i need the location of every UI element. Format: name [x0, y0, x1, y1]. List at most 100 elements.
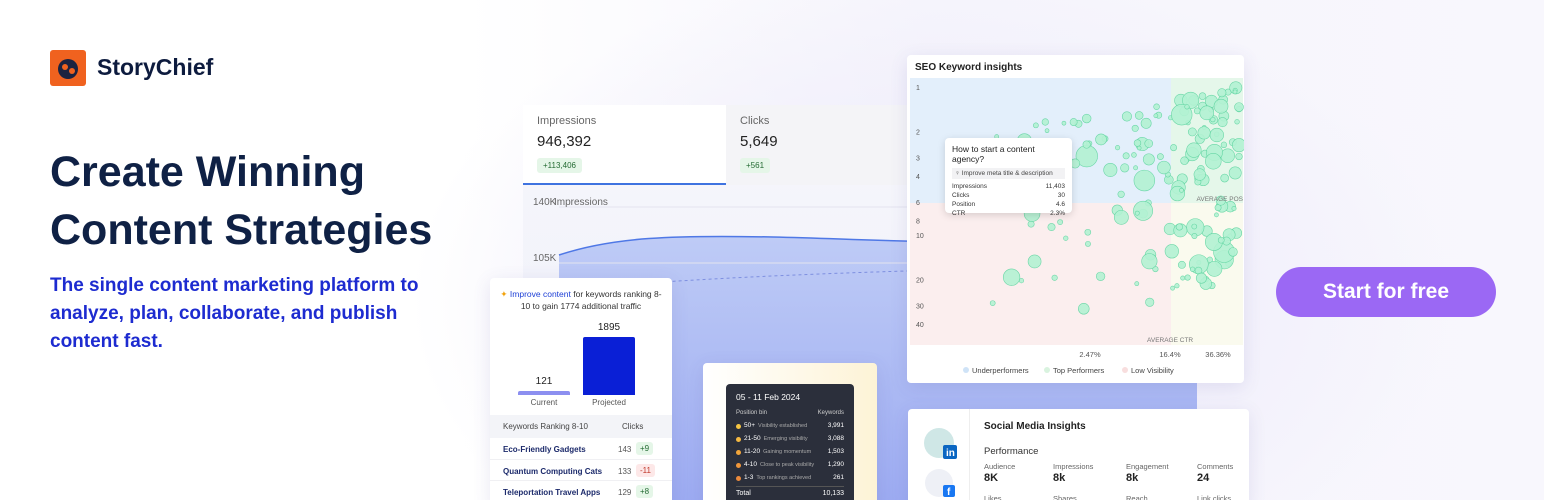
pos-header: Position bin [736, 410, 768, 416]
keyword-bubble [1134, 281, 1140, 287]
keyword-bubble [1189, 266, 1196, 272]
social-section: Performance [984, 446, 1039, 457]
pos-value: 3,991 [827, 422, 844, 429]
stat-label: Impressions [1053, 462, 1094, 471]
keyword-bubble [1027, 220, 1035, 228]
position-card: 05 - 11 Feb 2024 Position bin Keywords 50+ V… [703, 363, 877, 500]
pos-desc: Gaining momentum [763, 449, 812, 455]
legend-dot [1044, 367, 1050, 373]
keyword-bubble [1121, 111, 1132, 122]
stat-label: Likes [984, 494, 1002, 500]
keyword-table: Keywords Ranking 8-10 Clicks Eco-Friendly … [490, 415, 672, 500]
metric-label: Impressions [537, 115, 597, 127]
y-label: 105K [533, 253, 557, 264]
x-tick-label: 16.4% [1159, 350, 1181, 359]
keyword-bubble [1170, 285, 1175, 291]
tooltip-value: 11,403 [1045, 183, 1065, 190]
stat-value: 8k [1053, 472, 1066, 484]
keyword-bubble [1234, 102, 1244, 112]
keyword-bubble [1164, 244, 1179, 259]
keyword-bubble [1095, 271, 1106, 281]
tooltip-row: Impressions 11,403 [952, 182, 1065, 191]
y-tick-label: 20 [916, 277, 924, 284]
pos-row-label: 50+ Visibility established [744, 422, 807, 429]
keyword-bubble [989, 300, 996, 307]
y-tick-label: 6 [916, 200, 920, 207]
stat-label: Link clicks [1197, 494, 1232, 500]
y-tick-label: 8 [916, 219, 920, 226]
y-tick-label: 10 [916, 233, 924, 240]
keyword-bubble [1133, 200, 1154, 221]
scatter-plot: 1 2 3 4 6 8 10 20 30 40 2.47% 16.4% 36.36% AVERAGE PO… [910, 78, 1244, 375]
keyword-bubble [1047, 223, 1056, 232]
keyword-bubble [1133, 169, 1156, 192]
keyword-bubble [1187, 127, 1197, 137]
improve-link[interactable]: Improve content [509, 289, 571, 299]
keyword-bubble [1002, 268, 1021, 286]
y-tick-label: 2 [916, 130, 920, 137]
keyword-bubble [1095, 133, 1107, 146]
pos-dot [736, 424, 741, 429]
keyword-bubble [1077, 303, 1090, 315]
keyword-bubble [1171, 104, 1193, 126]
keyword-bubble [1082, 140, 1091, 149]
keyword-bubble [1131, 124, 1139, 132]
legend-dot [1122, 367, 1128, 373]
keyword-bubble [1120, 163, 1130, 173]
avg-pos-label: AVERAGE POS [1197, 196, 1244, 203]
cta-button[interactable]: Start for free [1276, 267, 1496, 317]
logo-icon [50, 50, 86, 86]
keyword-bubble [1145, 297, 1155, 307]
tooltip-row: CTR 2.3% [952, 209, 1065, 218]
legend-label: Low Visibility [1131, 366, 1174, 375]
keyword-bubble [1057, 219, 1064, 225]
x-tick-label: 36.36% [1205, 350, 1231, 359]
metric-delta: +561 [740, 158, 771, 173]
pos-row-label: 1-3 Top rankings achieved [744, 474, 811, 481]
keyword-bubble [1170, 144, 1178, 152]
pos-desc: Top rankings achieved [756, 475, 812, 481]
x-tick-label: 2.47% [1079, 350, 1101, 359]
table-row: Eco-Friendly Gadgets 143 +9 [490, 438, 672, 460]
y-tick-label: 3 [916, 156, 920, 163]
stat-value: 8k [1126, 472, 1139, 484]
keyword-bubble [1220, 141, 1228, 148]
svg-text:f: f [947, 487, 951, 498]
keyword-bubble [1213, 98, 1229, 114]
table-header: Keywords Ranking 8-10 Clicks [490, 415, 672, 438]
pos-dot [736, 437, 741, 442]
pos-desc: Visibility established [758, 423, 808, 429]
pos-dot [736, 450, 741, 455]
keyword-bubble [1133, 165, 1139, 171]
keyword-bubble [1113, 209, 1129, 225]
pos-desc: Close to peak visibility [760, 462, 815, 468]
pos-bin: 11-20 [744, 448, 761, 455]
keyword: Teleportation Travel Apps [503, 488, 601, 497]
bar [518, 391, 570, 395]
pos-total-label: Total [736, 490, 751, 497]
keyword-bubble [1186, 142, 1202, 158]
keyword-bubble [1235, 152, 1243, 161]
keyword-bubble [1115, 145, 1121, 151]
keyword-bubble [1180, 156, 1189, 165]
social-card: in f Social Media Insights Performance Au… [908, 409, 1249, 500]
keyword-bubble [1232, 89, 1238, 95]
pos-row-label: 11-20 Gaining momentum [744, 448, 811, 455]
keyword-bubble [1198, 92, 1207, 100]
bar-value: 1895 [597, 322, 621, 333]
legend-dot [963, 367, 969, 373]
tooltip-hint: ♀ Improve meta title & description [952, 168, 1065, 179]
keyword-bubble [1184, 104, 1190, 110]
keyword-bubble [1193, 107, 1201, 115]
keyword: Quantum Computing Cats [503, 466, 603, 476]
keyword-bubble [1199, 105, 1215, 121]
pos-value: 1,290 [827, 461, 844, 468]
improve-desc: for keywords ranking 8-10 to gain 1774 a… [520, 289, 662, 311]
keyword-bubble [1085, 240, 1091, 247]
pos-row-label: 21-50 Emerging visibility [744, 435, 808, 442]
keyword-bubble [1069, 118, 1078, 126]
keyword-bubble [1157, 160, 1171, 175]
keyword-bubble [1191, 233, 1198, 239]
keyword-bubble [1214, 212, 1219, 218]
